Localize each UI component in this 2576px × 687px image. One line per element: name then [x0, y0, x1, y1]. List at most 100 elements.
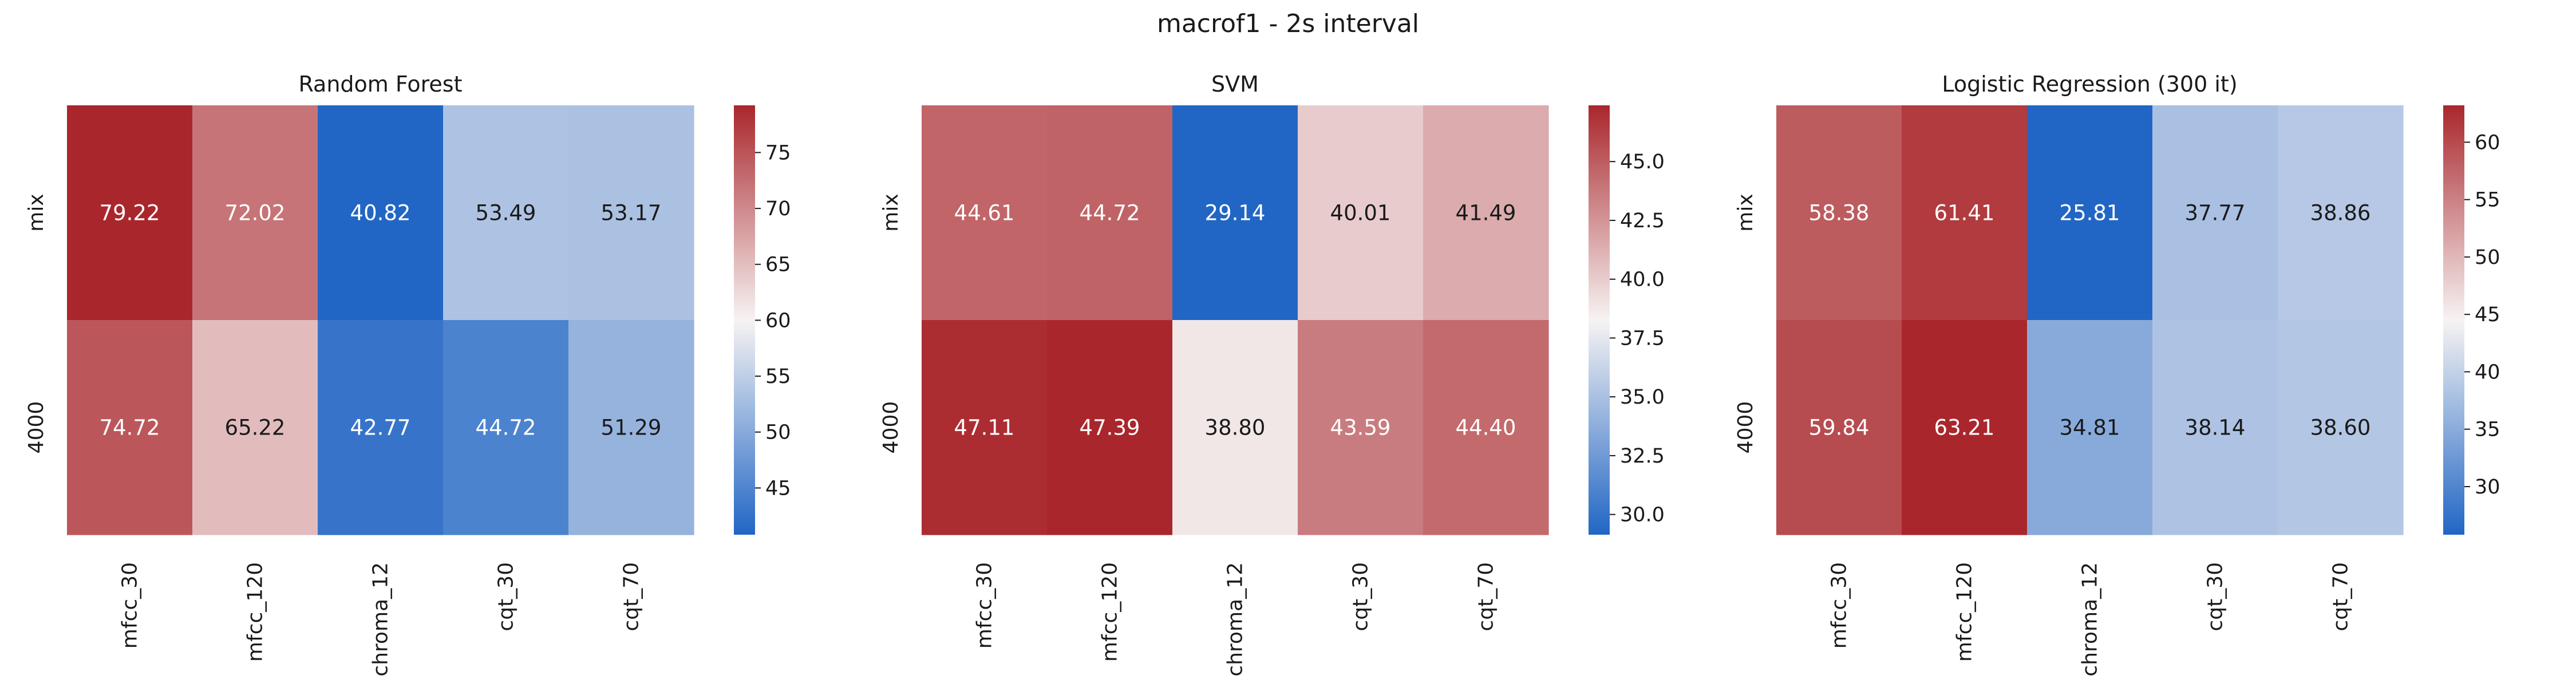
colorbar-tick-label: 75 — [765, 141, 791, 164]
cell-value-label: 72.02 — [225, 201, 286, 226]
panel-title: SVM — [1211, 72, 1259, 97]
x-tick-label: mfcc_120 — [1099, 562, 1122, 662]
cell-value-label: 44.61 — [954, 201, 1015, 226]
cell-value-label: 53.49 — [476, 201, 536, 226]
cell-value-label: 44.72 — [1080, 201, 1140, 226]
colorbar-tick-label: 30 — [2475, 476, 2500, 499]
x-tick-label: mfcc_120 — [244, 562, 267, 662]
colorbar-tick-label: 50 — [765, 421, 791, 444]
y-tick-label: mix — [1734, 194, 1757, 231]
heatmap-cell — [922, 105, 1048, 321]
panel-title: Logistic Regression (300 it) — [1942, 72, 2237, 97]
cell-value-label: 58.38 — [1809, 201, 1870, 226]
cell-value-label: 38.80 — [1205, 416, 1266, 440]
cell-value-label: 42.77 — [350, 416, 411, 440]
x-tick-label: cqt_70 — [620, 562, 643, 631]
heatmap-cell — [1298, 105, 1424, 321]
cell-value-label: 61.41 — [1934, 201, 1995, 226]
cell-value-label: 37.77 — [2185, 201, 2246, 226]
heatmap-cell — [1047, 320, 1173, 535]
colorbar-tick-label: 45.0 — [1620, 151, 1665, 173]
x-tick-label: mfcc_30 — [118, 562, 142, 649]
colorbar-tick-label: 35.0 — [1620, 386, 1665, 409]
heatmap-cell — [1047, 105, 1173, 321]
cell-value-label: 38.86 — [2310, 201, 2371, 226]
cell-value-label: 38.14 — [2185, 416, 2246, 440]
x-tick-label: mfcc_30 — [1828, 562, 1851, 649]
y-tick-label: mix — [25, 194, 48, 231]
heatmap-cell — [1902, 320, 2028, 535]
cell-value-label: 63.21 — [1934, 416, 1995, 440]
x-tick-label: cqt_30 — [2204, 562, 2227, 631]
cell-value-label: 74.72 — [100, 416, 160, 440]
heatmap-cell — [1776, 320, 1902, 535]
y-tick-label: 4000 — [25, 401, 48, 454]
x-tick-label: chroma_12 — [2079, 562, 2102, 677]
heatmap-cell — [1298, 320, 1424, 535]
heatmap-cell — [2027, 105, 2153, 321]
colorbar-tick-label: 37.5 — [1620, 327, 1665, 350]
x-tick-label: cqt_70 — [1475, 562, 1498, 631]
cell-value-label: 29.14 — [1205, 201, 1266, 226]
colorbar-tick-label: 30.0 — [1620, 504, 1665, 527]
cell-value-label: 43.59 — [1330, 416, 1391, 440]
cell-value-label: 25.81 — [2060, 201, 2120, 226]
x-tick-label: cqt_30 — [495, 562, 518, 631]
colorbar-tick-label: 50 — [2475, 246, 2500, 269]
heatmap-cell — [2152, 105, 2278, 321]
panel-title: Random Forest — [298, 72, 462, 97]
colorbar-tick-label: 42.5 — [1620, 210, 1665, 232]
heatmap-cell — [568, 320, 694, 535]
heatmap-cell — [1423, 105, 1549, 321]
heatmap-cell — [67, 320, 193, 535]
heatmap-cell — [1172, 320, 1298, 535]
x-tick-label: chroma_12 — [1224, 562, 1247, 677]
figure-title: macrof1 - 2s interval — [1157, 9, 1419, 38]
colorbar-tick-label: 32.5 — [1620, 445, 1665, 468]
colorbar — [734, 105, 755, 535]
heatmap-cell — [1172, 105, 1298, 321]
heatmap-cell — [443, 105, 569, 321]
y-tick-label: mix — [879, 194, 903, 231]
cell-value-label: 44.72 — [476, 416, 536, 440]
colorbar-tick-label: 70 — [765, 198, 791, 220]
heatmap-panel: Logistic Regression (300 it) 58.38 61.41 25… — [1734, 72, 2500, 677]
heatmap-cell — [2278, 105, 2404, 321]
colorbar — [2443, 105, 2464, 535]
heatmap-panel: Random Forest 79.22 72.02 40.82 53.49 53.17 74… — [25, 72, 791, 677]
cell-value-label: 44.40 — [1456, 416, 1516, 440]
heatmap-cell — [1776, 105, 1902, 321]
colorbar-tick-label: 55 — [2475, 189, 2500, 212]
heatmap-cell — [2152, 320, 2278, 535]
cell-value-label: 53.17 — [601, 201, 662, 226]
x-tick-label: cqt_30 — [1349, 562, 1373, 631]
cell-value-label: 59.84 — [1809, 416, 1870, 440]
heatmap-panels: Random Forest 79.22 72.02 40.82 53.49 53.17 74… — [25, 72, 2500, 677]
cell-value-label: 41.49 — [1456, 201, 1516, 226]
cell-value-label: 38.60 — [2310, 416, 2371, 440]
x-tick-label: chroma_12 — [369, 562, 393, 677]
colorbar-tick-label: 40.0 — [1620, 269, 1665, 291]
colorbar-tick-label: 40 — [2475, 361, 2500, 384]
heatmap-cell — [1423, 320, 1549, 535]
cell-value-label: 40.82 — [350, 201, 411, 226]
y-tick-label: 4000 — [1734, 401, 1757, 454]
heatmap-cell — [568, 105, 694, 321]
colorbar-tick-label: 35 — [2475, 418, 2500, 441]
cell-value-label: 34.81 — [2060, 416, 2120, 440]
y-tick-label: 4000 — [879, 401, 903, 454]
heatmap-cell — [2278, 320, 2404, 535]
heatmap-cell — [443, 320, 569, 535]
heatmap-cell — [318, 105, 444, 321]
colorbar-tick-label: 60 — [765, 309, 791, 332]
heatmap-cell — [192, 105, 318, 321]
heatmap-cell — [1902, 105, 2028, 321]
heatmap-panel: SVM 44.61 44.72 29.14 40.01 41.49 47.11 47.39 38… — [879, 72, 1665, 677]
cell-value-label: 47.39 — [1080, 416, 1140, 440]
cell-value-label: 40.01 — [1330, 201, 1391, 226]
cell-value-label: 47.11 — [954, 416, 1015, 440]
colorbar-tick-label: 55 — [765, 365, 791, 388]
colorbar-tick-label: 45 — [2475, 303, 2500, 326]
x-tick-label: mfcc_120 — [1953, 562, 1977, 662]
